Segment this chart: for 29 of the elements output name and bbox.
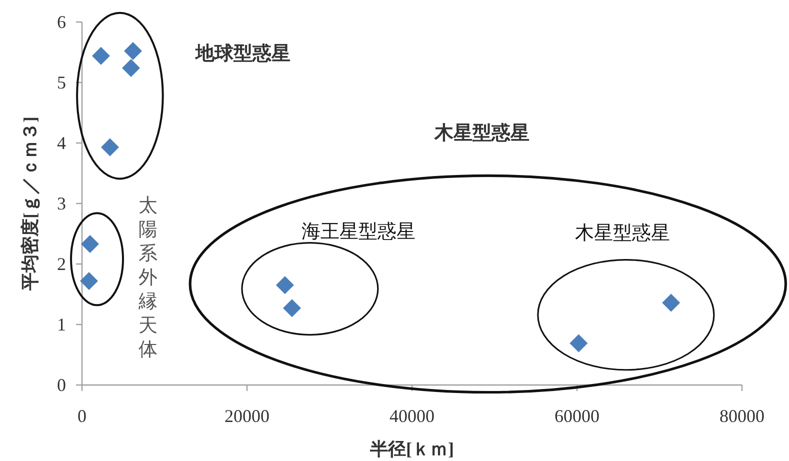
y-tick-label: 1 bbox=[57, 314, 66, 334]
annotation: 木星型惑星 bbox=[574, 222, 670, 244]
annotation: 木星型惑星 bbox=[434, 122, 530, 144]
point bbox=[276, 276, 294, 294]
point bbox=[80, 272, 98, 290]
x-tick-label: 20000 bbox=[224, 406, 270, 426]
x-tick-label: 80000 bbox=[720, 406, 764, 426]
point bbox=[122, 58, 140, 77]
point bbox=[81, 235, 100, 254]
y-axis-title: 平均密度[ｇ／ｃｍ３] bbox=[20, 116, 40, 292]
x-tick-label: 40000 bbox=[390, 406, 434, 426]
point bbox=[662, 294, 680, 312]
y-tick-label: 2 bbox=[57, 254, 66, 274]
annotation: 太陽系外縁天体 bbox=[138, 194, 158, 360]
x-tick-label: 0 bbox=[78, 406, 86, 426]
point bbox=[92, 46, 110, 65]
point bbox=[124, 42, 142, 60]
y-tick-label: 3 bbox=[57, 194, 66, 214]
point bbox=[100, 138, 119, 156]
y-tick-label: 5 bbox=[57, 72, 66, 92]
annotation: 海王星型惑星 bbox=[301, 220, 416, 243]
y-tick-label: 4 bbox=[57, 133, 66, 153]
point bbox=[282, 299, 301, 318]
y-tick-label: 0 bbox=[57, 375, 66, 395]
annotation: 地球型惑星 bbox=[194, 42, 290, 64]
x-tick-label: 60000 bbox=[554, 406, 600, 426]
point bbox=[570, 334, 588, 352]
y-tick-label: 6 bbox=[57, 12, 66, 32]
x-axis-title: 半径[ｋｍ] bbox=[369, 439, 454, 459]
